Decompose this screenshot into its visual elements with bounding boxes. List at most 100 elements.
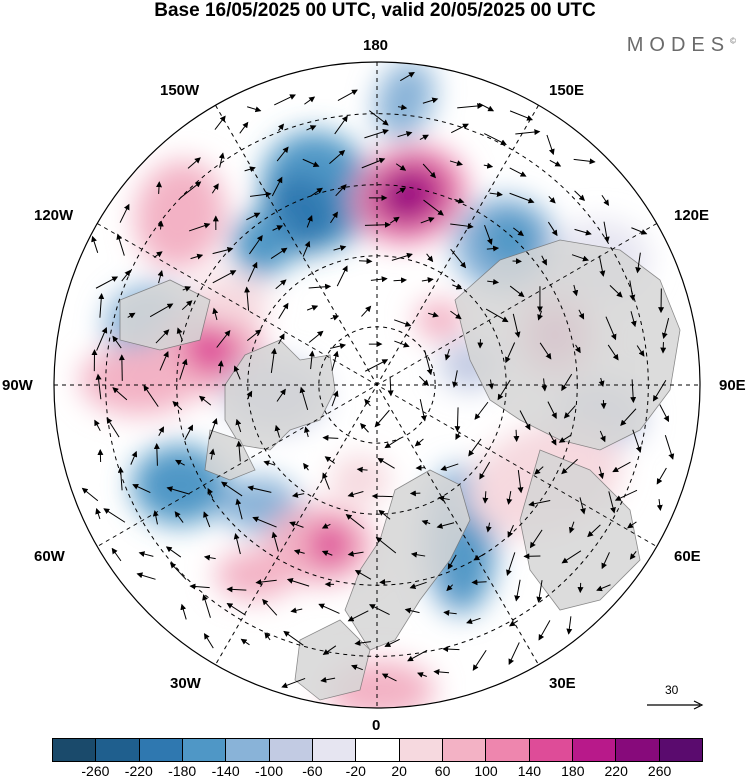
wind-vector [345, 513, 365, 529]
wind-vector [454, 197, 465, 204]
wind-vector [264, 632, 271, 641]
wind-vector [291, 491, 305, 498]
wind-vector [483, 162, 494, 169]
wind-vector [509, 167, 527, 177]
wind-vector [572, 284, 579, 297]
wind-vector [281, 677, 306, 689]
map-border [53, 61, 701, 709]
wind-vector [574, 228, 592, 236]
wind-vector [418, 375, 429, 386]
wind-vector [509, 620, 519, 627]
wind-vector [321, 550, 333, 557]
wind-vector [182, 286, 192, 292]
wind-vector [368, 110, 389, 126]
wind-vector [331, 390, 339, 407]
wind-vector [397, 131, 413, 138]
wind-vector [488, 379, 495, 390]
wind-vector [536, 580, 543, 603]
wind-vector [393, 319, 412, 327]
wind-vector [310, 187, 323, 197]
anomaly-blob [134, 160, 226, 270]
wind-vector [130, 450, 138, 465]
lon-label-150w: 150W [160, 82, 200, 99]
wind-vector [255, 579, 277, 586]
wind-vector [528, 499, 551, 507]
wind-vector [138, 551, 154, 557]
anomaly-blob [215, 550, 295, 600]
wind-vector [632, 429, 642, 453]
wind-vector [293, 549, 305, 555]
wind-vector [166, 486, 190, 495]
wind-vector [484, 133, 507, 145]
wind-vector [364, 359, 389, 372]
wind-vector [116, 233, 125, 256]
vector-scale: 30 [645, 683, 705, 713]
wind-vector [596, 584, 611, 592]
wind-vector [599, 430, 606, 443]
wind-vector [175, 459, 185, 466]
vector-scale-value: 30 [665, 683, 679, 697]
wind-vector [220, 481, 243, 497]
lon-label-0: 0 [372, 717, 381, 734]
wind-vector [159, 350, 169, 371]
lon-label-90w: 90W [2, 377, 33, 394]
wind-vector [442, 646, 460, 653]
wind-vector [447, 554, 457, 570]
lon-label-120e: 120E [674, 207, 710, 224]
wind-vector [601, 552, 610, 570]
colorbar-cell [356, 739, 400, 761]
wind-vector [236, 440, 243, 462]
wind-vector [306, 305, 319, 311]
colorbar-cell [572, 739, 617, 761]
wind-vector [635, 252, 642, 274]
wind-vector [119, 203, 130, 223]
anomaly-blob [330, 455, 390, 505]
wind-vector [249, 234, 263, 255]
land-mass [454, 239, 681, 451]
wind-vector [395, 163, 407, 171]
wind-vector [417, 672, 427, 678]
wind-vector [428, 311, 439, 318]
wind-vector [235, 498, 243, 520]
wind-vector [548, 196, 556, 204]
wind-vector [306, 215, 313, 228]
wind-vector [371, 493, 393, 500]
wind-vector [541, 255, 547, 266]
wind-vector [95, 276, 119, 289]
wind-vector [247, 106, 262, 113]
wind-vector [302, 240, 311, 257]
colorbar-cell [442, 739, 487, 761]
wind-vector [290, 607, 303, 614]
wind-vector [203, 554, 216, 561]
wind-vector [302, 158, 320, 167]
wind-vector [217, 360, 224, 374]
wind-vector [381, 673, 397, 682]
wind-vector [422, 97, 439, 104]
wind-vector [397, 104, 408, 111]
wind-vector [112, 335, 122, 349]
wind-vector [549, 159, 562, 167]
anomaly-blob [80, 345, 200, 415]
wind-vector [169, 562, 187, 580]
lon-label-180: 180 [363, 37, 389, 54]
wind-vector [184, 424, 193, 440]
wind-vector [112, 387, 128, 401]
wind-vector [656, 467, 667, 485]
wind-vector [539, 342, 552, 360]
wind-vector [180, 181, 202, 199]
land-masses [119, 239, 681, 701]
wind-vector [512, 313, 521, 338]
wind-vector [249, 191, 272, 198]
wind-vector [391, 252, 413, 261]
wind-vector [274, 94, 296, 106]
wind-vector [629, 551, 637, 560]
wind-vector [620, 408, 637, 427]
wind-vector [486, 245, 500, 252]
wind-vector [471, 579, 487, 586]
wind-vector [239, 121, 249, 134]
wind-vector [247, 485, 272, 493]
wind-vector [537, 310, 543, 321]
wind-vector [165, 546, 182, 558]
wind-vector [446, 584, 454, 592]
wind-vector [214, 115, 226, 130]
